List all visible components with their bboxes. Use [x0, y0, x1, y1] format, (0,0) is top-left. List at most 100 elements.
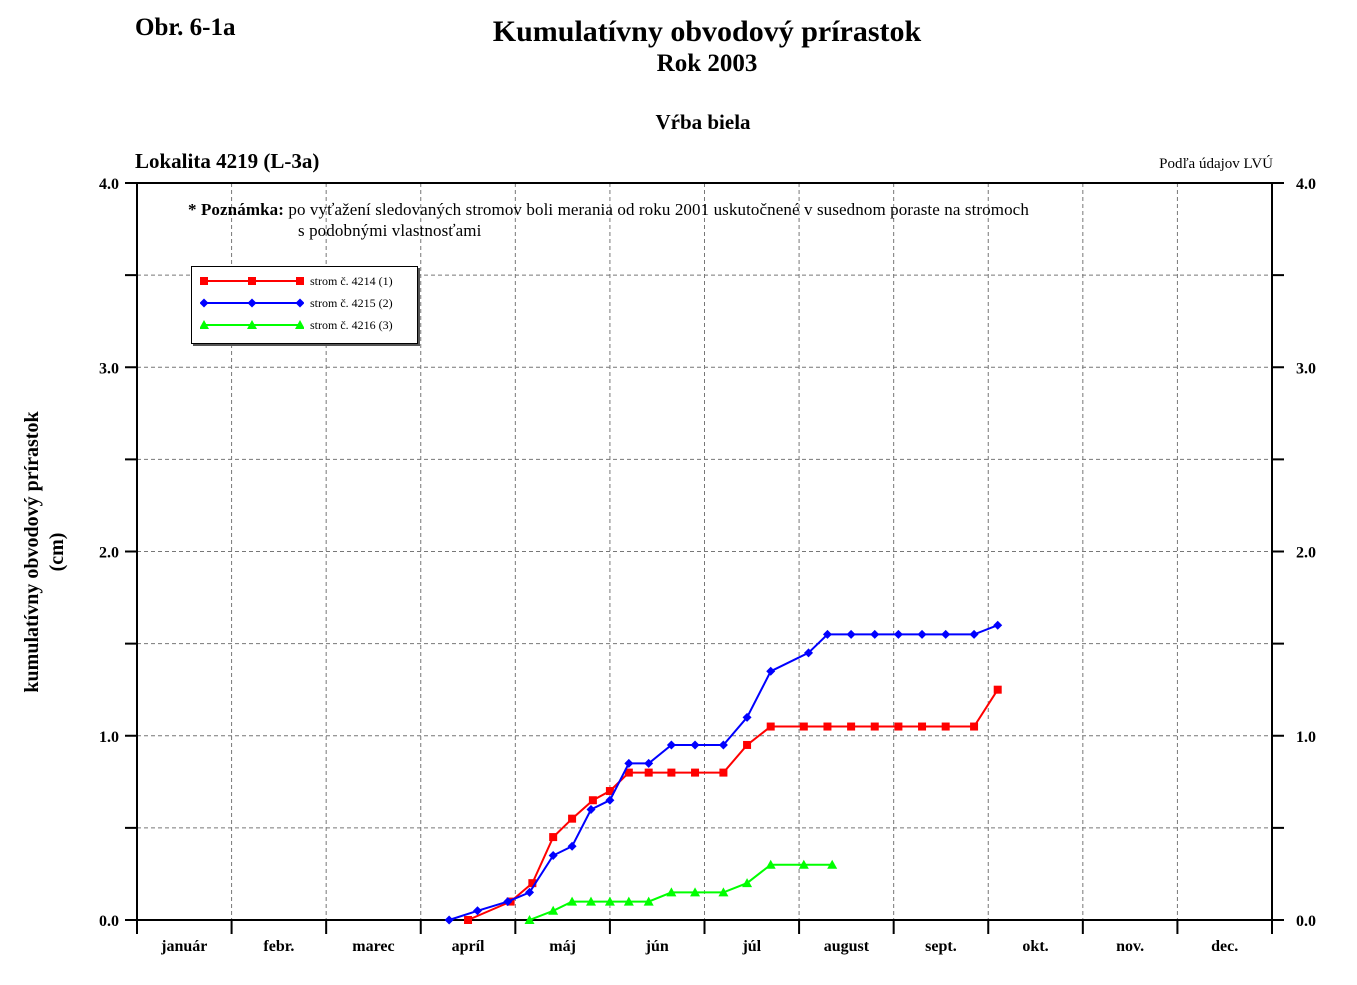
data-point-series-2	[605, 795, 615, 805]
x-tick-label: júl	[741, 938, 761, 955]
data-point-series-1	[799, 722, 808, 731]
data-point-series-2	[503, 897, 513, 907]
chart-title: Kumulatívny obvodový prírastok	[492, 15, 922, 48]
legend: strom č. 4214 (1) strom č. 4215 (2) stro…	[191, 266, 418, 344]
data-point-series-2	[525, 887, 535, 897]
x-tick-label: dec.	[1211, 938, 1238, 955]
data-point-series-2	[893, 629, 903, 639]
data-point-series-2	[822, 629, 832, 639]
note: * Poznámka: po vyťažení sledovaných stro…	[188, 199, 1029, 221]
location-label: Lokalita 4219 (L-3a)	[135, 149, 320, 173]
data-point-series-3	[586, 896, 596, 906]
data-point-series-1	[719, 768, 728, 777]
data-point-series-2	[644, 758, 654, 768]
legend-marker	[295, 298, 304, 308]
y-axis-label-line2: (cm)	[46, 532, 68, 572]
y-tick-label-left: 0.0	[99, 913, 119, 930]
y-tick-label-left: 4.0	[99, 176, 119, 193]
data-point-series-3	[798, 859, 809, 869]
x-tick-label: apríl	[452, 938, 485, 955]
data-point-series-2	[718, 740, 728, 750]
y-tick-label-left: 1.0	[99, 729, 119, 746]
legend-swatch-3	[200, 320, 304, 329]
data-point-series-1	[870, 722, 879, 731]
data-point-series-3	[604, 896, 615, 906]
data-point-series-1	[528, 879, 537, 888]
data-point-series-2	[766, 666, 776, 676]
legend-marker	[247, 320, 257, 329]
x-tick-label: febr.	[263, 938, 294, 955]
legend-marker	[200, 298, 209, 308]
data-point-series-1	[605, 787, 614, 796]
series-line-3	[529, 863, 833, 921]
data-point-series-1	[549, 833, 558, 842]
data-point-series-1	[624, 768, 633, 777]
legend-marker	[247, 298, 257, 308]
data-point-series-2	[846, 629, 856, 639]
legend-item: strom č. 4214 (1)	[192, 271, 417, 291]
y-tick-label-right: 4.0	[1296, 176, 1316, 193]
data-point-series-1	[823, 722, 832, 731]
data-point-series-1	[894, 722, 903, 731]
note-line1: po vyťažení sledovaných stromov boli mer…	[284, 200, 1029, 219]
note-head: * Poznámka:	[188, 200, 285, 219]
data-point-series-2	[941, 629, 951, 639]
x-tick-label: január	[160, 938, 207, 955]
legend-item: strom č. 4216 (3)	[192, 315, 417, 335]
data-point-series-2	[917, 629, 927, 639]
data-point-series-1	[847, 722, 856, 731]
data-point-series-2	[870, 629, 880, 639]
data-point-series-3	[623, 896, 634, 906]
data-point-series-1	[568, 814, 577, 823]
legend-marker	[295, 320, 304, 329]
legend-item: strom č. 4215 (2)	[192, 293, 417, 313]
data-point-series-2	[567, 841, 577, 851]
data-point-series-2	[804, 648, 814, 658]
source-label: Podľa údajov LVÚ	[1159, 156, 1273, 172]
data-point-series-1	[993, 685, 1002, 694]
y-tick-label-right: 1.0	[1296, 729, 1316, 746]
figure-label: Obr. 6-1a	[135, 14, 236, 41]
legend-marker	[200, 320, 209, 329]
data-point-series-2	[969, 629, 979, 639]
data-point-series-2	[666, 740, 676, 750]
data-point-series-1	[918, 722, 927, 731]
x-tick-label: marec	[352, 938, 394, 955]
data-point-series-2	[690, 740, 700, 750]
data-point-series-3	[567, 896, 578, 906]
data-point-series-2	[586, 804, 596, 814]
legend-marker	[200, 277, 208, 285]
y-tick-label-left: 2.0	[99, 545, 119, 562]
data-point-series-3	[690, 887, 701, 897]
x-tick-label: august	[824, 938, 870, 955]
data-point-series-2	[742, 712, 752, 722]
data-point-series-3	[718, 887, 729, 897]
legend-swatch-1	[200, 277, 304, 285]
y-axis-label-line1: kumulatívny obvodový prírastok	[21, 411, 43, 693]
y-tick-label-right: 0.0	[1296, 913, 1316, 930]
x-tick-label: máj	[549, 938, 576, 955]
data-point-series-1	[644, 768, 653, 777]
legend-label: strom č. 4215 (2)	[310, 296, 393, 310]
data-point-series-2	[993, 620, 1003, 630]
data-point-series-3	[524, 915, 535, 924]
data-point-series-1	[941, 722, 950, 731]
y-tick-label-left: 3.0	[99, 360, 119, 377]
data-point-series-2	[473, 906, 482, 916]
data-point-series-1	[970, 722, 979, 731]
x-tick-label: sept.	[925, 938, 957, 955]
y-tick-label-right: 3.0	[1296, 360, 1316, 377]
species-label: Vŕba biela	[655, 110, 751, 134]
data-point-series-3	[666, 887, 677, 897]
y-axis-label: kumulatívny obvodový prírastok (cm)	[20, 411, 70, 692]
legend-label: strom č. 4216 (3)	[310, 318, 393, 332]
x-tick-label: nov.	[1116, 938, 1144, 955]
data-point-series-1	[743, 740, 752, 749]
legend-swatch-2	[200, 298, 304, 308]
note-line2: s podobnými vlastnosťami	[298, 221, 482, 240]
data-point-series-1	[667, 768, 676, 777]
data-point-series-1	[691, 768, 700, 777]
data-point-series-1	[766, 722, 775, 731]
y-tick-label-right: 2.0	[1296, 545, 1316, 562]
data-point-series-2	[548, 851, 558, 861]
